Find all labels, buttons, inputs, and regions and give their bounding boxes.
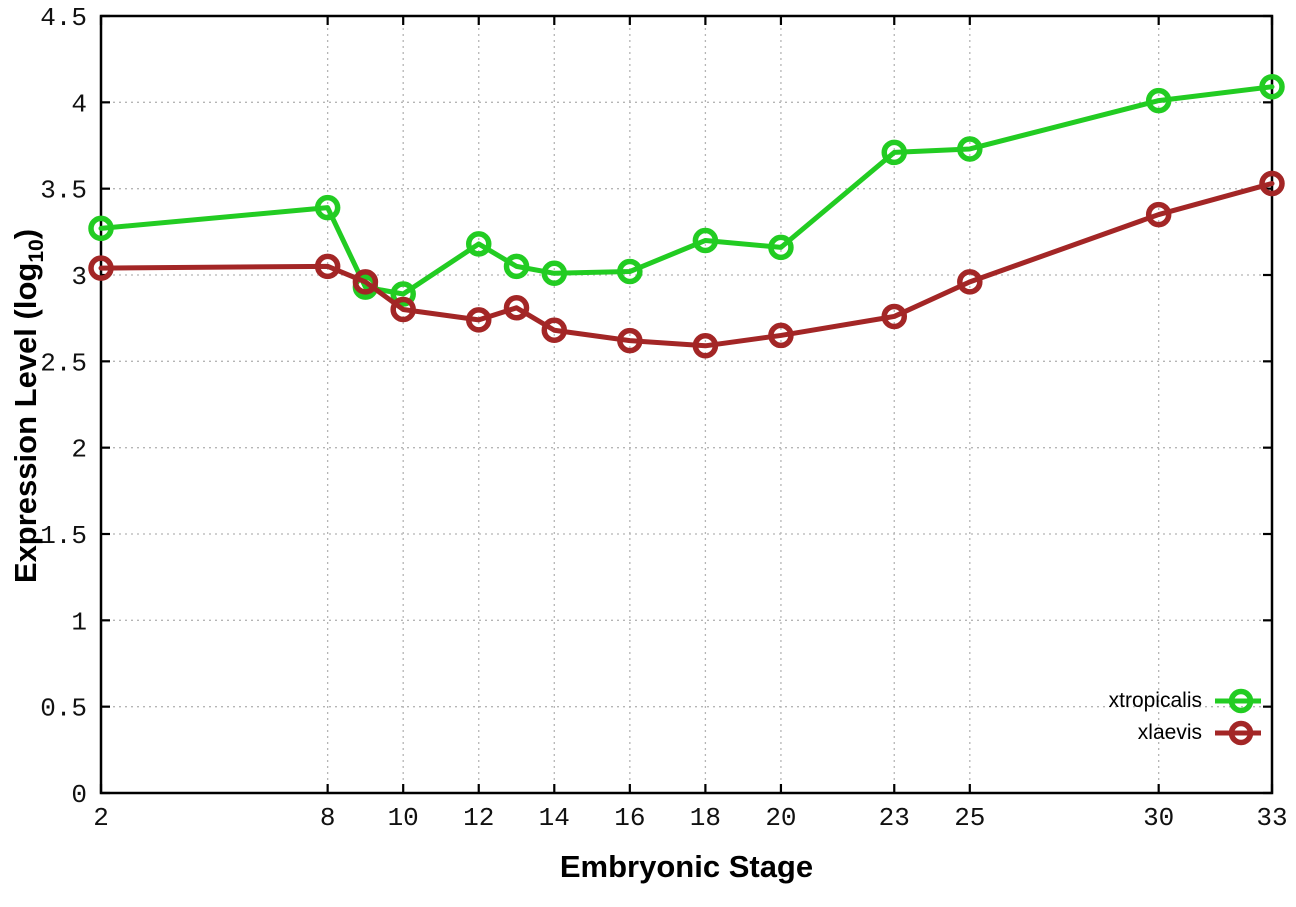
data-point-xlaevis bbox=[503, 295, 530, 321]
data-point-xtropicalis bbox=[617, 258, 643, 285]
svg-text:2.5: 2.5 bbox=[40, 348, 87, 378]
x-tick-labels: 2 8 10 12 14 16 18 20 23 25 30 33 bbox=[93, 803, 1287, 833]
svg-text:18: 18 bbox=[690, 803, 721, 833]
legend-item-xtropicalis: xtropicalis bbox=[1109, 686, 1262, 716]
y-axis-title-subscript: 10 bbox=[25, 239, 49, 263]
legend-marker-xlaevis-icon bbox=[1215, 720, 1261, 746]
data-point-xtropicalis bbox=[503, 253, 530, 280]
legend-label-xlaevis: xlaevis bbox=[1137, 721, 1202, 744]
data-point-xtropicalis bbox=[465, 231, 492, 257]
svg-text:20: 20 bbox=[765, 803, 796, 833]
data-point-xlaevis bbox=[314, 253, 341, 280]
gridlines bbox=[100, 15, 1273, 794]
data-point-xlaevis bbox=[692, 333, 719, 359]
svg-text:14: 14 bbox=[539, 803, 570, 833]
data-point-xtropicalis bbox=[768, 234, 794, 261]
data-point-xlaevis bbox=[465, 307, 492, 333]
series-xlaevis bbox=[88, 170, 1285, 359]
svg-text:10: 10 bbox=[388, 803, 419, 833]
data-point-xtropicalis bbox=[390, 281, 416, 307]
svg-text:4.5: 4.5 bbox=[40, 3, 87, 33]
data-point-xlaevis bbox=[352, 269, 379, 295]
svg-text:23: 23 bbox=[879, 803, 910, 833]
svg-text:0: 0 bbox=[71, 780, 87, 810]
data-point-xtropicalis bbox=[541, 260, 568, 287]
data-point-xlaevis bbox=[88, 255, 114, 281]
data-point-xtropicalis bbox=[692, 227, 719, 254]
data-point-xlaevis bbox=[617, 327, 643, 354]
plot-border bbox=[99, 14, 1274, 795]
y-tick-labels: 0 0.5 1 1.5 2 2.5 3 3.5 4 4.5 bbox=[40, 3, 87, 810]
svg-text:3.5: 3.5 bbox=[40, 176, 87, 206]
y-axis-title: Expression Level (log10) bbox=[8, 156, 50, 656]
y-axis-title-close: ) bbox=[8, 228, 43, 240]
y-axis-title-main: Expression Level (log bbox=[8, 262, 43, 584]
svg-text:25: 25 bbox=[954, 803, 985, 833]
data-point-xlaevis bbox=[881, 303, 908, 330]
legend: xtropicalis xlaevis bbox=[1109, 686, 1262, 748]
data-point-xlaevis bbox=[1145, 201, 1172, 228]
data-point-xtropicalis bbox=[1259, 74, 1285, 100]
data-point-xlaevis bbox=[390, 296, 416, 323]
svg-text:3: 3 bbox=[71, 262, 87, 292]
data-point-xlaevis bbox=[957, 269, 983, 295]
data-point-xtropicalis bbox=[881, 139, 908, 166]
svg-text:0.5: 0.5 bbox=[40, 694, 87, 724]
svg-text:8: 8 bbox=[320, 803, 336, 833]
svg-text:30: 30 bbox=[1143, 803, 1174, 833]
data-point-xtropicalis bbox=[957, 136, 983, 162]
x-axis-title: Embryonic Stage bbox=[559, 849, 814, 884]
data-point-xlaevis bbox=[768, 322, 794, 349]
svg-text:12: 12 bbox=[463, 803, 494, 833]
legend-marker-xtropicalis-icon bbox=[1215, 688, 1261, 714]
svg-text:1: 1 bbox=[71, 607, 87, 637]
data-point-xtropicalis bbox=[314, 194, 341, 221]
svg-text:16: 16 bbox=[614, 803, 645, 833]
svg-text:4: 4 bbox=[71, 89, 87, 119]
series-xtropicalis bbox=[88, 74, 1285, 307]
svg-text:2: 2 bbox=[93, 803, 109, 833]
axis-ticks bbox=[99, 14, 1274, 795]
svg-text:2: 2 bbox=[71, 435, 87, 465]
svg-text:33: 33 bbox=[1256, 803, 1287, 833]
svg-text:1.5: 1.5 bbox=[40, 521, 87, 551]
data-point-xtropicalis bbox=[1145, 87, 1172, 114]
legend-label-xtropicalis: xtropicalis bbox=[1108, 689, 1202, 712]
data-point-xlaevis bbox=[541, 317, 568, 344]
data-point-xtropicalis bbox=[88, 215, 114, 242]
data-point-xlaevis bbox=[1259, 170, 1285, 197]
legend-item-xlaevis: xlaevis bbox=[1109, 718, 1262, 748]
